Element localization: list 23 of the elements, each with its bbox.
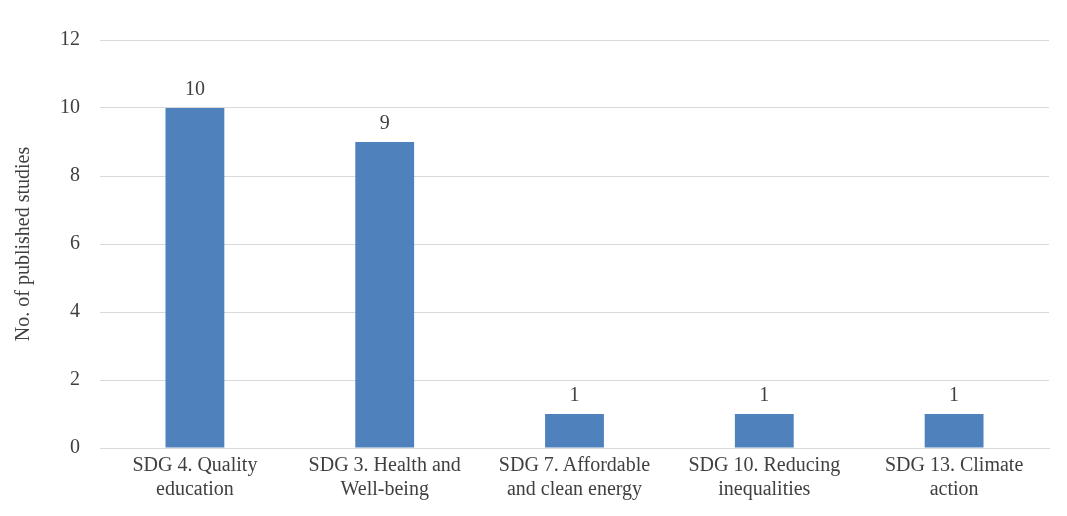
data-label: 10 bbox=[184, 77, 205, 100]
y-tick-label: 2 bbox=[70, 367, 80, 390]
y-tick-label: 0 bbox=[70, 435, 80, 458]
bar bbox=[924, 414, 984, 448]
y-tick-label: 4 bbox=[70, 299, 80, 322]
y-tick-label: 6 bbox=[70, 231, 80, 254]
x-tick-label: SDG 13. Climate action bbox=[884, 453, 1024, 500]
data-label: 9 bbox=[379, 111, 390, 134]
data-label: 1 bbox=[759, 383, 770, 406]
x-tick-label: SDG 3. Health and Well-being bbox=[308, 453, 461, 501]
y-tick-label: 8 bbox=[70, 163, 80, 186]
bar bbox=[165, 108, 225, 448]
data-label: 1 bbox=[569, 383, 580, 406]
y-axis-title: No. of published studies bbox=[11, 146, 35, 342]
x-tick-label: SDG 7. Affordable and clean energy bbox=[498, 453, 651, 501]
y-tick-label: 10 bbox=[60, 95, 80, 118]
bar bbox=[545, 414, 604, 448]
bar bbox=[355, 142, 415, 448]
x-tick-label: SDG 4. Quality education bbox=[132, 453, 258, 500]
bar bbox=[734, 414, 794, 448]
y-tick-label: 12 bbox=[60, 27, 80, 50]
x-tick-label: SDG 10. Reducing inequalities bbox=[688, 453, 841, 501]
data-label: 1 bbox=[949, 383, 960, 406]
